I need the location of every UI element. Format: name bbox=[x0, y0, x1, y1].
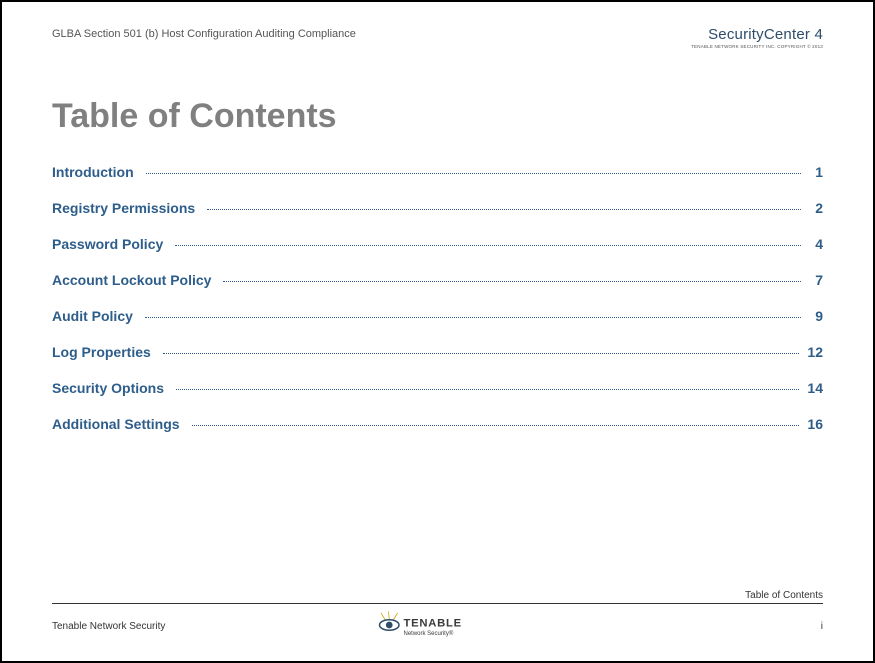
toc-leader-dots bbox=[223, 281, 801, 282]
toc-label: Registry Permissions bbox=[52, 200, 203, 216]
toc-entry-account-lockout-policy[interactable]: Account Lockout Policy 7 bbox=[52, 272, 823, 288]
toc-leader-dots bbox=[146, 173, 801, 174]
toc-label: Audit Policy bbox=[52, 308, 141, 324]
toc-heading: Table of Contents bbox=[52, 97, 823, 136]
toc-label: Introduction bbox=[52, 164, 142, 180]
logo-text-main: TENABLE bbox=[403, 618, 461, 630]
toc-leader-dots bbox=[145, 317, 801, 318]
toc-entry-security-options[interactable]: Security Options 14 bbox=[52, 380, 823, 396]
toc-leader-dots bbox=[192, 425, 800, 426]
toc-page-number: 7 bbox=[805, 272, 823, 288]
footer-row: Tenable Network Security TENABLE Network… bbox=[52, 610, 823, 643]
page-header: GLBA Section 501 (b) Host Configuration … bbox=[52, 26, 823, 49]
brand-copyright: TENABLE NETWORK SECURITY INC. COPYRIGHT … bbox=[691, 44, 823, 49]
toc-entry-log-properties[interactable]: Log Properties 12 bbox=[52, 344, 823, 360]
toc-entry-password-policy[interactable]: Password Policy 4 bbox=[52, 236, 823, 252]
toc-page-number: 4 bbox=[805, 236, 823, 252]
toc-label: Log Properties bbox=[52, 344, 159, 360]
toc-entry-registry-permissions[interactable]: Registry Permissions 2 bbox=[52, 200, 823, 216]
toc-entry-introduction[interactable]: Introduction 1 bbox=[52, 164, 823, 180]
brand-name: SecurityCenter 4 bbox=[691, 26, 823, 43]
toc-page-number: 14 bbox=[803, 380, 823, 396]
document-page: GLBA Section 501 (b) Host Configuration … bbox=[2, 2, 873, 661]
toc-page-number: 16 bbox=[803, 416, 823, 432]
footer-page-number: i bbox=[566, 621, 823, 632]
logo-text-sub: Network Security® bbox=[403, 630, 453, 637]
toc-entry-additional-settings[interactable]: Additional Settings 16 bbox=[52, 416, 823, 432]
header-title: GLBA Section 501 (b) Host Configuration … bbox=[52, 26, 356, 40]
header-brand-block: SecurityCenter 4 TENABLE NETWORK SECURIT… bbox=[691, 26, 823, 49]
toc-page-number: 1 bbox=[805, 164, 823, 180]
tenable-logo-icon: TENABLE Network Security® bbox=[378, 610, 498, 640]
toc-label: Additional Settings bbox=[52, 416, 188, 432]
toc-label: Security Options bbox=[52, 380, 172, 396]
footer-section-label: Table of Contents bbox=[52, 590, 823, 604]
toc-leader-dots bbox=[175, 245, 801, 246]
footer-logo: TENABLE Network Security® bbox=[309, 610, 566, 643]
toc-page-number: 12 bbox=[803, 344, 823, 360]
toc-leader-dots bbox=[207, 209, 801, 210]
page-footer: Table of Contents Tenable Network Securi… bbox=[52, 590, 823, 643]
toc-page-number: 9 bbox=[805, 308, 823, 324]
footer-company: Tenable Network Security bbox=[52, 621, 309, 632]
toc-leader-dots bbox=[176, 389, 799, 390]
toc-entry-audit-policy[interactable]: Audit Policy 9 bbox=[52, 308, 823, 324]
toc-label: Password Policy bbox=[52, 236, 171, 252]
toc-label: Account Lockout Policy bbox=[52, 272, 219, 288]
toc-page-number: 2 bbox=[805, 200, 823, 216]
toc-leader-dots bbox=[163, 353, 800, 354]
toc-list: Introduction 1 Registry Permissions 2 Pa… bbox=[52, 164, 823, 432]
